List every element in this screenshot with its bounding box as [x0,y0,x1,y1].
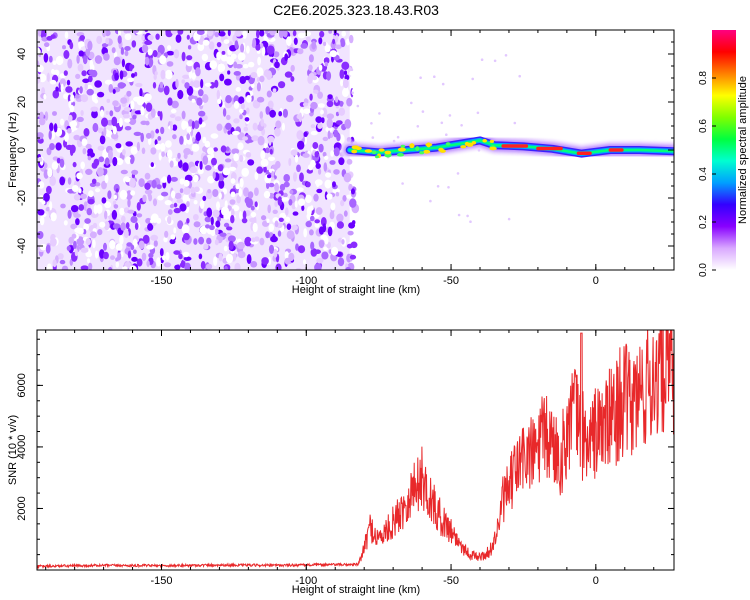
colorbar-tick-label: 0.4 [698,167,709,181]
snr-x-ticks: -150 -100 -50 0 [45,330,655,587]
x-tick-label: -50 [443,275,459,287]
signal-blob [489,139,495,143]
signal-blob [364,149,373,153]
y-tick-label: 4000 [16,435,28,459]
signal-blob [351,149,358,154]
x-tick-label: -100 [295,275,317,287]
signal-blob [419,151,425,155]
signal-blob [464,141,470,146]
y-tick-label: -40 [16,238,28,254]
spectrogram-y-ticks: -40 -20 0 20 40 [16,29,674,271]
snr-panel: -150 -100 -50 0 2000 4000 6000 Height of stra… [7,329,675,596]
y-tick-label: 20 [16,96,28,108]
colorbar-tick-label: 0.8 [698,71,709,85]
signal-blob [460,145,467,149]
snr-series-line [37,330,674,570]
spectrogram-x-axis-label: Height of straight line (km) [292,284,420,296]
signal-blob [378,148,385,152]
colorbar-ticks: 0.0 0.2 0.4 0.6 0.8 [698,71,716,277]
signal-blob [400,144,406,148]
colorbar: 0.0 0.2 0.4 0.6 0.8 Normalized spectral ampl… [698,30,749,277]
snr-y-axis-label: SNR (10 * v/v) [7,415,19,485]
signal-blob [438,147,444,152]
spectrogram-heatmap [37,30,674,270]
colorbar-label: Normalized spectral amplitude [737,76,749,224]
signal-blob [409,143,415,149]
noise-speckle [37,30,521,270]
signal-blob [489,146,497,151]
signal-blob [471,140,477,145]
colorbar-tick-label: 0.0 [698,263,709,277]
figure-title: C2E6.2025.323.18.43.R03 [273,2,439,18]
snr-y-ticks: 2000 4000 6000 [16,338,674,571]
colorbar-gradient [712,30,736,270]
signal-blob [384,150,392,155]
snr-frame [36,329,675,571]
signal-blob [423,149,431,154]
y-tick-label: 0 [16,147,28,153]
signal-blob [425,142,433,147]
x-tick-label: -50 [443,575,459,587]
signal-blob [374,155,380,159]
x-tick-label: 0 [593,575,599,587]
signal-blob [396,152,405,157]
spectrogram-y-axis-label: Frequency (Hz) [7,112,19,188]
signal-blob [482,138,488,143]
signal-blob [445,142,451,146]
signal-blob [415,146,420,152]
colorbar-tick-label: 0.2 [698,215,709,229]
signal-blob [397,147,406,152]
y-tick-label: 6000 [16,373,28,397]
y-tick-label: 2000 [16,496,28,520]
x-tick-label: 0 [593,275,599,287]
y-tick-label: -20 [16,190,28,206]
spectrogram-x-ticks: -150 -100 -50 0 [45,30,655,287]
colorbar-tick-label: 0.6 [698,119,709,133]
y-tick-label: 40 [16,48,28,60]
signal-blob [371,150,377,155]
snr-x-axis-label: Height of straight line (km) [292,584,420,596]
x-tick-label: -150 [150,275,172,287]
x-tick-label: -100 [295,575,317,587]
spectrogram-panel: -150 -100 -50 0 -40 -20 0 20 40 Height of strai… [7,29,675,296]
x-tick-label: -150 [150,575,172,587]
signal-blob [351,145,360,150]
